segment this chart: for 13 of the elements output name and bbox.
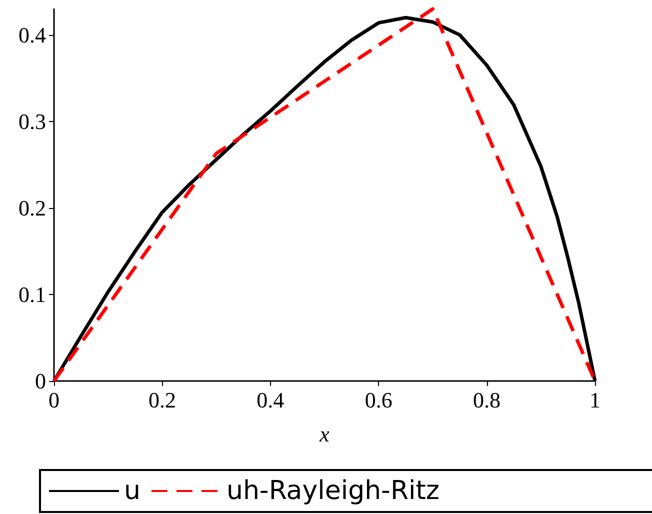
x-tick-label: 1 bbox=[590, 388, 600, 412]
legend-label: u bbox=[124, 476, 140, 506]
y-tick-label: 0.1 bbox=[18, 282, 46, 307]
y-tick-label: 0.2 bbox=[18, 195, 46, 220]
y-tick-label: 0.3 bbox=[18, 108, 46, 134]
y-tick-label: 0.4 bbox=[18, 22, 46, 48]
x-tick-label: 0.4 bbox=[256, 388, 284, 412]
legend-label: uh-Rayleigh-Ritz bbox=[226, 476, 440, 506]
x-axis-title: x bbox=[318, 422, 330, 446]
x-tick-label: 0.6 bbox=[364, 388, 392, 412]
x-tick-label: 0.2 bbox=[148, 388, 176, 412]
x-tick-label: 0.8 bbox=[473, 388, 501, 412]
y-tick-label: 0 bbox=[35, 368, 46, 394]
